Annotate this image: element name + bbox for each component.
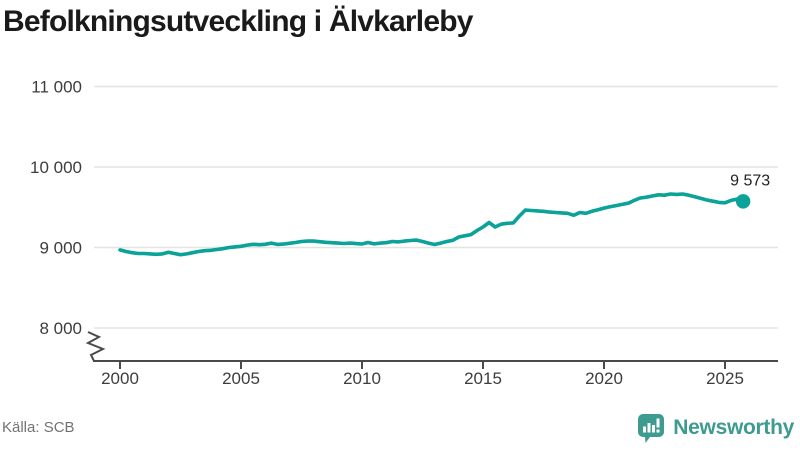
x-tick-label: 2000 xyxy=(101,369,139,388)
newsworthy-bubble-shape xyxy=(638,414,665,443)
x-tick-label: 2005 xyxy=(222,369,260,388)
x-tick-label: 2015 xyxy=(464,369,502,388)
y-tick-label: 9 000 xyxy=(39,239,82,258)
y-tick-label: 11 000 xyxy=(31,78,82,97)
newsworthy-icon xyxy=(638,414,665,443)
last-value-label: 9 573 xyxy=(730,172,770,189)
y-tick-label: 8 000 xyxy=(39,319,82,338)
source-label: Källa: SCB xyxy=(2,419,75,436)
x-tick-label: 2020 xyxy=(585,369,623,388)
x-tick-label: 2025 xyxy=(706,369,744,388)
newsworthy-bars-glyph xyxy=(643,418,660,433)
last-point-marker xyxy=(735,194,751,209)
axis-break-icon xyxy=(85,331,106,362)
y-tick-label: 10 000 xyxy=(30,158,82,177)
x-tick-label: 2010 xyxy=(343,369,381,388)
chart-title: Befolkningsutveckling i Älvkarleby xyxy=(3,5,473,38)
population-line xyxy=(118,192,745,257)
newsworthy-wordmark: Newsworthy xyxy=(673,416,794,439)
newsworthy-logo: Newsworthy xyxy=(636,412,794,444)
